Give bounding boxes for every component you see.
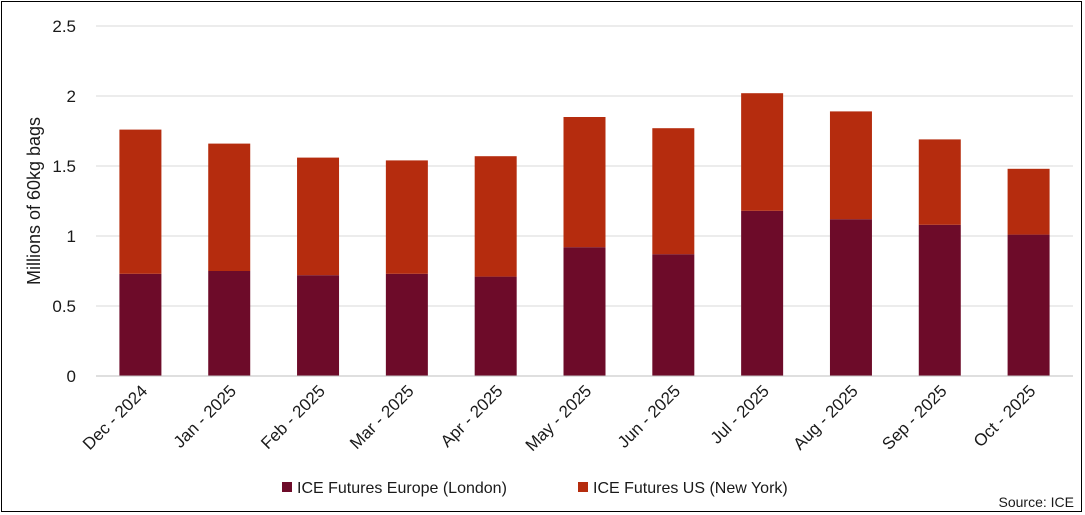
y-tick-label: 2	[67, 87, 76, 106]
bar-segment-europe	[208, 271, 251, 376]
x-tick-label: Oct - 2025	[970, 381, 1040, 451]
bar-segment-europe	[297, 275, 340, 376]
bar-segment-us	[1007, 168, 1050, 235]
bar-segment-europe	[829, 219, 872, 376]
bar-segment-us	[474, 156, 517, 277]
bar-segment-europe	[741, 210, 784, 376]
bar-segment-europe	[474, 276, 517, 376]
x-tick-label: Dec - 2024	[79, 381, 151, 453]
bar-segment-us	[918, 139, 961, 225]
y-tick-label: 2.5	[52, 17, 76, 36]
legend-swatch-europe	[282, 482, 292, 492]
y-tick-label: 0.5	[52, 297, 76, 316]
bar-segment-us	[208, 143, 251, 271]
bar-segment-us	[829, 111, 872, 220]
bar-segment-europe	[385, 273, 428, 376]
y-axis-ticks: 0 0.5 1 1.5 2 2.5	[52, 17, 76, 386]
bar-segment-us	[563, 117, 606, 248]
x-tick-label: Apr - 2025	[437, 381, 507, 451]
bar-segment-europe	[1007, 234, 1050, 376]
source-note: Source: ICE	[999, 494, 1074, 510]
x-tick-label: Feb - 2025	[257, 381, 329, 453]
x-tick-label: Sep - 2025	[878, 381, 950, 453]
x-axis-ticks: Dec - 2024 Jan - 2025 Feb - 2025 Mar - 2025…	[79, 381, 1039, 455]
legend-label-europe: ICE Futures Europe (London)	[297, 480, 507, 497]
bar-segment-europe	[563, 247, 606, 376]
y-tick-label: 0	[67, 367, 76, 386]
x-tick-label: Mar - 2025	[346, 381, 418, 453]
x-tick-label: Jul - 2025	[707, 381, 773, 447]
legend: ICE Futures Europe (London) ICE Futures …	[282, 480, 788, 497]
bar-segment-us	[297, 157, 340, 276]
x-tick-label: Jun - 2025	[614, 381, 684, 451]
y-tick-label: 1	[67, 227, 76, 246]
x-tick-label: May - 2025	[522, 381, 596, 455]
x-tick-label: Aug - 2025	[790, 381, 862, 453]
bar-segment-us	[652, 128, 695, 255]
bar-segment-europe	[119, 273, 162, 376]
bar-segment-us	[385, 160, 428, 274]
bar-segment-europe	[918, 224, 961, 376]
x-tick-label: Jan - 2025	[170, 381, 240, 451]
bars	[119, 93, 1050, 376]
legend-swatch-us	[578, 482, 588, 492]
bar-segment-us	[119, 129, 162, 274]
y-tick-label: 1.5	[52, 157, 76, 176]
bar-segment-europe	[652, 254, 695, 376]
bar-segment-us	[741, 93, 784, 211]
legend-label-us: ICE Futures US (New York)	[593, 480, 788, 497]
y-axis-label: Millions of 60kg bags	[24, 117, 44, 285]
